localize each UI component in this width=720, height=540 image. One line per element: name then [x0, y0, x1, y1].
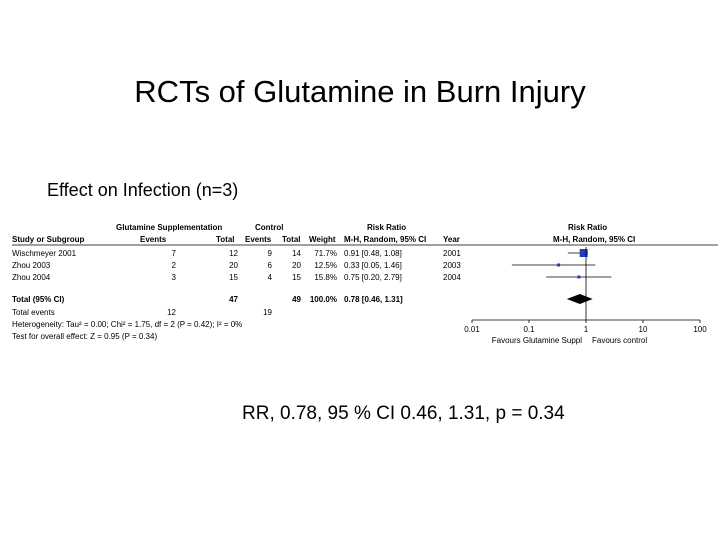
study-name: Zhou 2003: [12, 261, 51, 270]
study-total-glutamine: 20: [229, 261, 238, 270]
study-events-glutamine: 2: [172, 261, 177, 270]
study-weight: 15.8%: [314, 273, 337, 282]
total-glutamine: 47: [229, 295, 238, 304]
study-total-control: 15: [292, 273, 301, 282]
study-marker: [579, 249, 588, 257]
forest-plot: Glutamine Supplementation Control Risk R…: [12, 220, 718, 345]
slide-subtitle: Effect on Infection (n=3): [47, 180, 239, 200]
study-year: 2003: [443, 261, 461, 270]
header-events-glutamine: Events: [140, 235, 167, 244]
heterogeneity-text: Heterogeneity: Tau² = 0.00; Chi² = 1.75,…: [12, 320, 242, 329]
header-year: Year: [443, 235, 460, 244]
study-ci: 0.75 [0.20, 2.79]: [344, 273, 402, 282]
x-axis-tick-label: 100: [693, 325, 707, 334]
study-marker: [577, 275, 581, 279]
summary-result: RR, 0.78, 95 % CI 0.46, 1.31, p = 0.34: [242, 403, 565, 424]
study-ci: 0.33 [0.05, 1.46]: [344, 261, 402, 270]
header-total-glutamine: Total: [216, 235, 235, 244]
study-total-control: 14: [292, 249, 301, 258]
x-axis-tick-label: 0.1: [523, 325, 535, 334]
header-study: Study or Subgroup: [12, 235, 85, 244]
favours-glutamine-label: Favours Glutamine Suppl: [492, 336, 582, 345]
study-name: Zhou 2004: [12, 273, 51, 282]
header-risk-ratio: Risk Ratio: [367, 223, 406, 232]
total-weight: 100.0%: [310, 295, 337, 304]
pooled-diamond: [566, 294, 593, 304]
study-events-glutamine: 7: [172, 249, 177, 258]
header-glutamine-group: Glutamine Supplementation: [116, 223, 222, 232]
x-axis-tick-label: 0.01: [464, 325, 480, 334]
header-risk-ratio-plot: Risk Ratio: [568, 223, 607, 232]
study-total-glutamine: 12: [229, 249, 238, 258]
study-total-glutamine: 15: [229, 273, 238, 282]
total-ci: 0.78 [0.46, 1.31]: [344, 295, 403, 304]
study-events-glutamine: 3: [172, 273, 177, 282]
total-label: Total (95% CI): [12, 295, 65, 304]
study-weight: 71.7%: [314, 249, 337, 258]
overall-effect-text: Test for overall effect: Z = 0.95 (P = 0…: [12, 332, 157, 341]
header-method-plot: M-H, Random, 95% CI: [553, 235, 635, 244]
total-control: 49: [292, 295, 301, 304]
header-total-control: Total: [282, 235, 301, 244]
x-axis-tick-label: 1: [584, 325, 589, 334]
header-control-group: Control: [255, 223, 283, 232]
study-total-control: 20: [292, 261, 301, 270]
header-events-control: Events: [245, 235, 272, 244]
study-ci: 0.91 [0.48, 1.08]: [344, 249, 402, 258]
study-marker: [557, 263, 561, 267]
forest-plot-svg: Glutamine Supplementation Control Risk R…: [12, 223, 718, 345]
total-events-glutamine: 12: [167, 308, 176, 317]
study-weight: 12.5%: [314, 261, 337, 270]
study-year: 2004: [443, 273, 461, 282]
study-events-control: 9: [268, 249, 273, 258]
header-weight: Weight: [309, 235, 336, 244]
study-events-control: 4: [268, 273, 273, 282]
favours-control-label: Favours control: [592, 336, 647, 345]
x-axis-tick-label: 10: [639, 325, 648, 334]
study-events-control: 6: [268, 261, 273, 270]
header-method: M-H, Random, 95% CI: [344, 235, 426, 244]
total-events-label: Total events: [12, 308, 55, 317]
total-events-control: 19: [263, 308, 272, 317]
slide-title: RCTs of Glutamine in Burn Injury: [134, 74, 586, 109]
study-name: Wischmeyer 2001: [12, 249, 77, 258]
study-year: 2001: [443, 249, 461, 258]
